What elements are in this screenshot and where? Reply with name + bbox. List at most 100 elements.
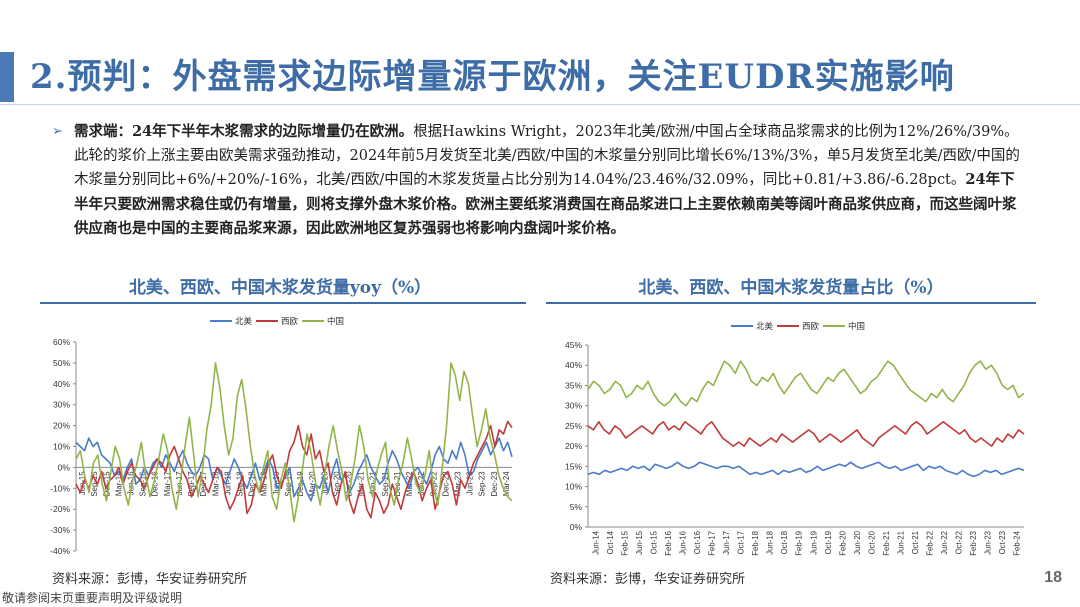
legend-label: 西欧: [281, 316, 299, 326]
x-tick-label: Sep-20: [332, 471, 341, 497]
title-accent-bar: [0, 52, 14, 102]
legend-label: 中国: [848, 321, 865, 331]
x-tick-label: Mar-24: [502, 471, 511, 496]
x-tick-label: Dec-20: [345, 471, 354, 497]
x-tick-label: Dec-16: [151, 471, 160, 496]
left-chart-title: 北美、西欧、中国木浆发货量yoy（%）: [128, 278, 432, 298]
body-paragraph: 需求端：24年下半年木浆需求的边际增量仍在欧洲。根据Hawkins Wright…: [74, 120, 1024, 242]
legend-label: 北美: [235, 316, 253, 326]
x-tick-label: Feb-23: [969, 531, 978, 556]
x-tick-label: Feb-21: [882, 531, 891, 556]
legend-label: 西欧: [802, 321, 820, 331]
x-tick-label: Mar-20: [308, 471, 317, 496]
series-line: [75, 420, 513, 519]
y-tick-label: 15%: [565, 461, 582, 471]
x-tick-label: Jun-20: [320, 471, 329, 496]
x-tick-label: Mar-16: [114, 471, 123, 496]
x-tick-label: Dec-15: [102, 471, 111, 497]
x-tick-label: Mar-19: [260, 471, 269, 496]
x-tick-label: Mar-18: [211, 471, 220, 496]
y-tick-label: 10%: [565, 482, 582, 492]
y-tick-label: 50%: [53, 358, 70, 368]
y-tick-label: 20%: [53, 421, 70, 431]
header-divider: [0, 104, 1080, 105]
disclaimer: 敬请参阅末页重要声明及评级说明: [2, 591, 183, 605]
x-tick-label: Jun-17: [722, 531, 731, 555]
page-number: 18: [1044, 569, 1062, 586]
x-tick-label: Jun-23: [466, 471, 475, 495]
y-tick-label: 35%: [565, 380, 582, 390]
y-tick-label: 40%: [53, 379, 70, 389]
x-tick-label: Jun-23: [984, 531, 993, 555]
x-tick-label: Jun-18: [766, 531, 775, 555]
left-chart-rule: [40, 302, 526, 304]
left-chart-source: 资料来源：彭博，华安证券研究所: [52, 572, 248, 587]
legend-label: 北美: [756, 321, 774, 331]
x-tick-label: Mar-21: [357, 471, 366, 496]
x-tick-label: Jun-19: [809, 531, 818, 555]
x-tick-label: Oct-14: [606, 530, 615, 554]
x-tick-label: Sep-15: [90, 471, 99, 497]
x-tick-label: Oct-18: [780, 531, 789, 554]
y-tick-label: -40%: [50, 546, 70, 556]
y-tick-label: 10%: [53, 442, 70, 452]
x-tick-label: Feb-20: [838, 530, 847, 555]
x-tick-label: Feb-15: [620, 530, 629, 555]
y-tick-label: 30%: [53, 400, 70, 410]
x-tick-label: Oct-21: [911, 531, 920, 554]
bullet-arrow-icon: ➢: [52, 124, 63, 139]
body-segment-3: 24年下半年只要欧洲需求稳住或仍有增量，则将支撑外盘木浆价格。欧洲主要纸浆消费国…: [74, 171, 1017, 237]
series-line: [587, 421, 1025, 447]
x-tick-label: Feb-16: [664, 531, 673, 556]
series-line: [75, 362, 513, 523]
x-tick-label: Jun-15: [635, 530, 644, 555]
left-chart: 60% 50% 40% 30% 20% 10% 0% -10% -20% -30% -40% Jun-…: [50, 316, 513, 556]
x-tick-label: Feb-24: [1013, 530, 1022, 555]
x-tick-label: Oct-23: [998, 531, 1007, 554]
right-chart-rule: [546, 302, 1036, 304]
y-tick-label: 20%: [565, 441, 582, 451]
x-tick-label: Feb-19: [795, 531, 804, 556]
y-tick-label: -20%: [50, 504, 70, 514]
body-segment-2: 根据Hawkins Wright，2023年北美/欧洲/中国占全球商品浆需求的比…: [74, 124, 1020, 188]
x-tick-label: Oct-22: [955, 531, 964, 554]
y-tick-label: 45%: [565, 340, 582, 350]
x-tick-label: Sep-23: [478, 471, 487, 496]
series-line: [587, 360, 1025, 407]
x-tick-label: Dec-18: [248, 471, 257, 496]
right-chart-source: 资料来源：彭博，华安证券研究所: [550, 572, 746, 587]
series-line: [587, 461, 1025, 478]
x-tick-label: Sep-21: [381, 471, 390, 496]
x-tick-label: Oct-17: [737, 531, 746, 554]
y-tick-label: -30%: [50, 525, 70, 535]
y-tick-label: -10%: [50, 483, 70, 493]
x-tick-label: Jun-14: [591, 530, 600, 555]
x-tick-label: Jun-21: [896, 531, 905, 555]
x-tick-label: Dec-22: [441, 471, 450, 496]
x-tick-label: Feb-17: [708, 531, 717, 556]
x-tick-label: Jun-18: [223, 471, 232, 495]
y-tick-label: 25%: [565, 421, 582, 431]
x-tick-label: Mar-23: [454, 471, 463, 496]
x-tick-label: Jun-15: [78, 471, 87, 496]
x-tick-label: Oct-20: [867, 530, 876, 554]
x-tick-label: Jun-21: [369, 471, 378, 495]
x-tick-label: Oct-15: [649, 530, 658, 554]
x-tick-label: Jun-22: [940, 531, 949, 555]
x-tick-label: Jun-22: [417, 471, 426, 495]
right-chart: 45% 40% 35% 30% 25% 20% 15% 10% 5% 0% Jun-14 Oct-14…: [565, 321, 1025, 556]
x-tick-label: Mar-22: [405, 471, 414, 496]
y-tick-label: 30%: [565, 401, 582, 411]
right-chart-title: 北美、西欧、中国木浆发货量占比（%）: [638, 278, 944, 298]
x-tick-label: Feb-18: [751, 531, 760, 556]
body-segment-1: 需求端：24年下半年木浆需求的边际增量仍在欧洲。: [74, 123, 414, 140]
y-tick-label: 0%: [58, 462, 71, 472]
x-tick-label: Dec-23: [490, 471, 499, 496]
x-tick-label: Oct-19: [824, 531, 833, 554]
y-tick-label: 5%: [570, 502, 583, 512]
x-tick-label: Mar-17: [163, 471, 172, 496]
x-tick-label: Jun-20: [853, 530, 862, 555]
x-tick-label: Oct-16: [693, 531, 702, 554]
x-tick-label: Sep-17: [187, 471, 196, 496]
x-tick-label: Sep-16: [139, 471, 148, 496]
